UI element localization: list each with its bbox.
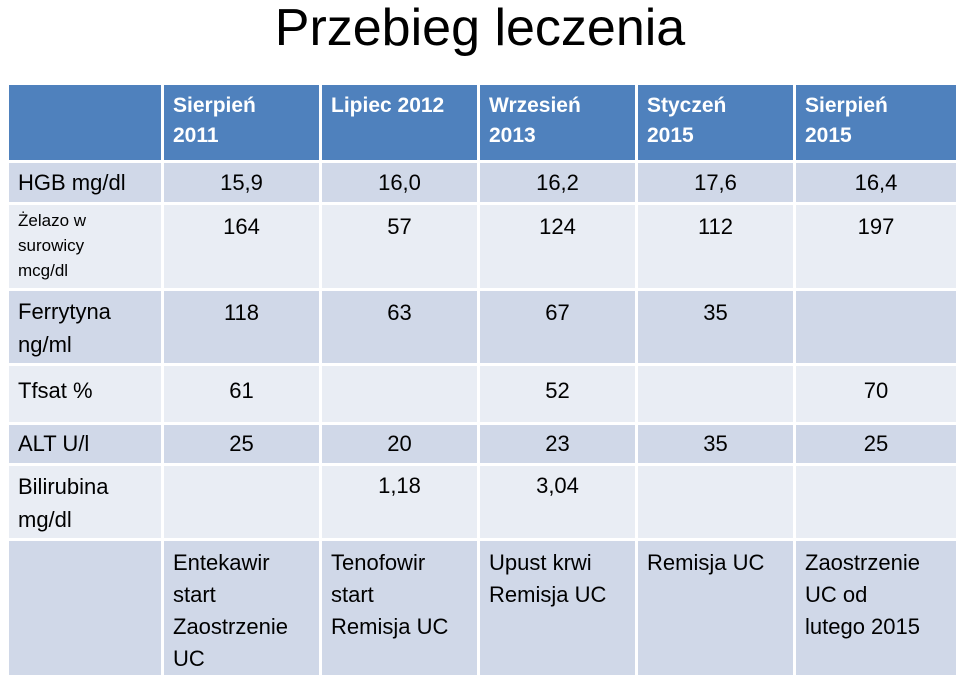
- cell-tfsat-4: [638, 366, 793, 422]
- cell-notes-2-line-1: Tenofowir: [331, 550, 426, 575]
- cell-ferritin-3: 67: [480, 291, 635, 363]
- header-date-4-line-1: Styczeń: [647, 94, 727, 117]
- cell-hgb-4: 17,6: [638, 163, 793, 202]
- cell-hgb-3: 16,2: [480, 163, 635, 202]
- treatment-table: Sierpień 2011 Lipiec 2012 Wrzesień 2013 …: [6, 82, 959, 678]
- header-date-3: Wrzesień 2013: [480, 85, 635, 160]
- cell-iron-5: 197: [796, 205, 956, 288]
- header-date-5: Sierpień 2015: [796, 85, 956, 160]
- cell-alt-5: 25: [796, 425, 956, 463]
- cell-notes-2: Tenofowir start Remisja UC: [322, 541, 477, 675]
- row-label-bilirubin: Bilirubina mg/dl: [9, 466, 161, 538]
- cell-alt-4: 35: [638, 425, 793, 463]
- cell-tfsat-2: [322, 366, 477, 422]
- cell-iron-4: 112: [638, 205, 793, 288]
- cell-notes-3: Upust krwi Remisja UC: [480, 541, 635, 675]
- cell-notes-5-line-2: UC od: [805, 582, 868, 607]
- header-date-2: Lipiec 2012: [322, 85, 477, 160]
- cell-notes-5-line-3: lutego 2015: [805, 614, 920, 639]
- cell-hgb-2: 16,0: [322, 163, 477, 202]
- cell-ferritin-4: 35: [638, 291, 793, 363]
- cell-notes-2-line-3: Remisja UC: [331, 614, 449, 639]
- header-date-2-line-1: Lipiec 2012: [331, 94, 445, 117]
- cell-alt-3: 23: [480, 425, 635, 463]
- row-label-hgb: HGB mg/dl: [9, 163, 161, 202]
- table-row-hgb: HGB mg/dl 15,9 16,0 16,2 17,6 16,4: [9, 163, 956, 202]
- page-title: Przebieg leczenia: [274, 0, 686, 57]
- cell-notes-3-line-1: Upust krwi: [489, 550, 592, 575]
- row-label-iron-line-3: mcg/dl: [18, 261, 69, 280]
- cell-notes-1: Entekawir start Zaostrzenie UC: [164, 541, 319, 675]
- table-row-alt: ALT U/l 25 20 23 35 25: [9, 425, 956, 463]
- table-row-iron: Żelazo w surowicy mcg/dl 164 57 124 112 …: [9, 205, 956, 288]
- cell-bilirubin-1: [164, 466, 319, 538]
- cell-bilirubin-5: [796, 466, 956, 538]
- cell-tfsat-3: 52: [480, 366, 635, 422]
- cell-ferritin-5: [796, 291, 956, 363]
- cell-bilirubin-4: [638, 466, 793, 538]
- table-row-notes: Entekawir start Zaostrzenie UC Tenofowir…: [9, 541, 956, 675]
- row-label-bilirubin-line-1: Bilirubina: [18, 474, 109, 499]
- cell-notes-1-line-2: start: [173, 582, 216, 607]
- row-label-iron-line-1: Żelazo w: [18, 211, 87, 230]
- cell-iron-1: 164: [164, 205, 319, 288]
- row-label-notes: [9, 541, 161, 675]
- cell-hgb-1: 15,9: [164, 163, 319, 202]
- row-label-ferritin-line-1: Ferrytyna: [18, 299, 111, 324]
- row-label-bilirubin-line-2: mg/dl: [18, 507, 72, 532]
- cell-notes-5: Zaostrzenie UC od lutego 2015: [796, 541, 956, 675]
- cell-notes-1-line-3: Zaostrzenie: [173, 614, 288, 639]
- cell-bilirubin-3: 3,04: [480, 466, 635, 538]
- row-label-ferritin: Ferrytyna ng/ml: [9, 291, 161, 363]
- header-date-5-line-2: 2015: [805, 124, 852, 147]
- cell-notes-1-line-4: UC: [173, 646, 205, 671]
- row-label-iron: Żelazo w surowicy mcg/dl: [9, 205, 161, 288]
- header-date-1: Sierpień 2011: [164, 85, 319, 160]
- cell-notes-2-line-2: start: [331, 582, 374, 607]
- header-date-4-line-2: 2015: [647, 124, 694, 147]
- header-date-1-line-1: Sierpień: [173, 94, 256, 117]
- row-label-tfsat: Tfsat %: [9, 366, 161, 422]
- cell-iron-3: 124: [480, 205, 635, 288]
- cell-notes-3-line-2: Remisja UC: [489, 582, 607, 607]
- header-row: Sierpień 2011 Lipiec 2012 Wrzesień 2013 …: [9, 85, 956, 160]
- cell-ferritin-1: 118: [164, 291, 319, 363]
- header-date-1-line-2: 2011: [173, 124, 219, 147]
- header-date-3-line-1: Wrzesień: [489, 94, 581, 117]
- cell-tfsat-1: 61: [164, 366, 319, 422]
- header-corner: [9, 85, 161, 160]
- cell-tfsat-5: 70: [796, 366, 956, 422]
- table-row-tfsat: Tfsat % 61 52 70: [9, 366, 956, 422]
- table-row-bilirubin: Bilirubina mg/dl 1,18 3,04: [9, 466, 956, 538]
- table-row-ferritin: Ferrytyna ng/ml 118 63 67 35: [9, 291, 956, 363]
- row-label-iron-line-2: surowicy: [18, 236, 85, 255]
- cell-notes-4-line-1: Remisja UC: [647, 550, 765, 575]
- cell-notes-1-line-1: Entekawir: [173, 550, 270, 575]
- cell-notes-5-line-1: Zaostrzenie: [805, 550, 920, 575]
- header-date-5-line-1: Sierpień: [805, 94, 888, 117]
- row-label-alt: ALT U/l: [9, 425, 161, 463]
- cell-alt-2: 20: [322, 425, 477, 463]
- cell-hgb-5: 16,4: [796, 163, 956, 202]
- cell-alt-1: 25: [164, 425, 319, 463]
- row-label-ferritin-line-2: ng/ml: [18, 332, 72, 357]
- header-date-4: Styczeń 2015: [638, 85, 793, 160]
- header-date-3-line-2: 2013: [489, 124, 536, 147]
- cell-bilirubin-2: 1,18: [322, 466, 477, 538]
- cell-iron-2: 57: [322, 205, 477, 288]
- cell-notes-4: Remisja UC: [638, 541, 793, 675]
- cell-ferritin-2: 63: [322, 291, 477, 363]
